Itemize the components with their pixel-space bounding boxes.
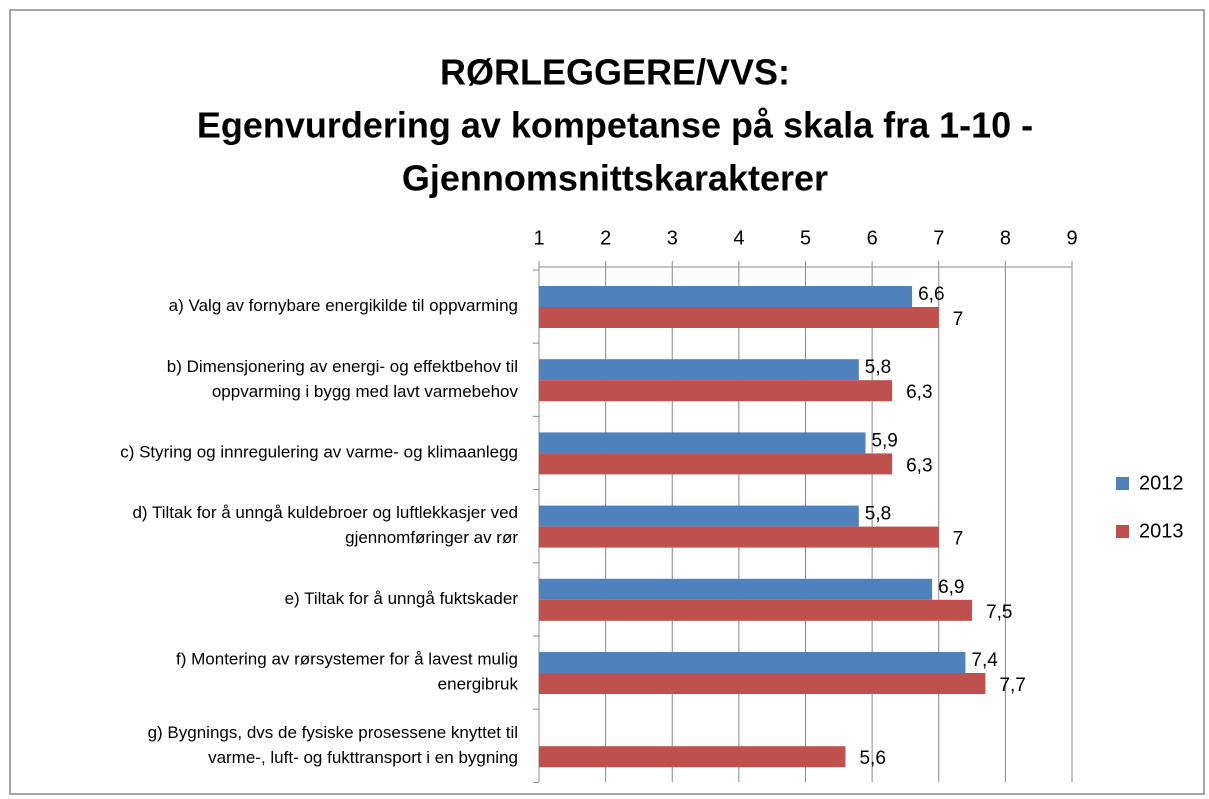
y-tick-label: c) Styring og innregulering av varme- og… [120,442,518,461]
value-label: 7,5 [986,602,1012,623]
bar [539,652,966,673]
x-tick-label: 1 [533,227,544,249]
bar [539,359,859,381]
chart-title: Egenvurdering av kompetanse på skala fra… [197,105,1033,146]
x-tick-label: 8 [1000,227,1011,249]
value-label: 6,3 [906,455,932,476]
value-label: 7,4 [971,650,998,671]
legend-label: 2013 [1139,520,1184,542]
value-label: 5,6 [859,748,885,769]
chart-title: Gjennomsnittskarakterer [402,158,828,199]
x-tick-label: 5 [800,227,811,249]
y-tick-label: d) Tiltak for å unngå kuldebroer og luft… [132,503,518,522]
x-tick-label: 6 [867,227,878,249]
x-tick-label: 7 [933,227,944,249]
bar [539,380,893,402]
bar [539,432,866,454]
y-tick-label: energibruk [438,675,519,694]
bar [539,578,933,600]
bar [539,746,846,768]
bar [539,505,859,527]
legend-swatch [1116,525,1129,538]
bar [539,673,986,694]
y-tick-label: f) Montering av rørsystemer for å lavest… [176,650,518,669]
y-tick-label: varme-, luft- og fukttransport i en bygn… [208,748,518,767]
legend-swatch [1116,477,1129,490]
y-tick-label: b) Dimensjonering av energi- og effektbe… [167,357,518,376]
value-label: 5,8 [865,504,891,525]
chart-title: RØRLEGGERE/VVS: [440,52,790,93]
y-tick-label: a) Valg av fornybare energikilde til opp… [169,296,518,315]
value-label: 7 [953,529,964,550]
value-label: 5,9 [871,430,897,451]
bar [539,526,939,548]
y-tick-label: g) Bygnings, dvs de fysiske prosessene k… [148,723,518,742]
bar [539,599,973,621]
value-label: 6,9 [938,577,964,598]
y-tick-label: e) Tiltak for å unngå fuktskader [285,589,519,608]
value-label: 6,3 [906,382,932,403]
x-tick-label: 2 [600,227,611,249]
x-tick-label: 4 [733,227,744,249]
bar [539,307,939,328]
y-tick-label: oppvarming i bygg med lavt varmebehov [212,382,519,401]
value-label: 7 [953,309,964,330]
value-label: 5,8 [865,357,891,378]
value-label: 7,7 [999,675,1025,696]
bar [539,286,913,307]
legend-label: 2012 [1139,472,1184,494]
x-tick-label: 3 [667,227,678,249]
y-tick-label: gjennomføringer av rør [345,528,518,547]
value-label: 6,6 [918,284,944,305]
x-tick-label: 9 [1066,227,1077,249]
bar [539,453,893,475]
